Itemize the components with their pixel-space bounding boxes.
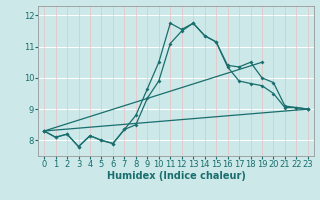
X-axis label: Humidex (Indice chaleur): Humidex (Indice chaleur) xyxy=(107,171,245,181)
